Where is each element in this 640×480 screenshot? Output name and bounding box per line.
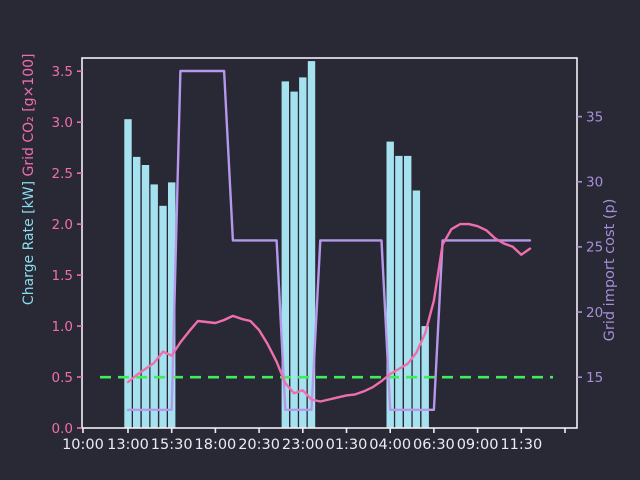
left-tick-label: 1.5 xyxy=(52,268,73,284)
charge-bar xyxy=(386,141,394,428)
x-tick-label: 18:00 xyxy=(195,437,237,453)
left-tick-label: 2.5 xyxy=(52,166,73,182)
x-tick-label: 04:00 xyxy=(369,437,411,453)
charge-bar xyxy=(299,77,307,429)
x-tick-label: 20:30 xyxy=(238,437,280,453)
charge-bar xyxy=(124,119,132,428)
charge-bar xyxy=(395,155,403,428)
x-tick-label: 13:00 xyxy=(107,437,149,453)
import-cost-line xyxy=(126,69,532,411)
left-tick-label: 0.0 xyxy=(52,421,73,437)
left-axis-label-co2: Grid CO₂ [g×100] xyxy=(21,54,37,177)
charge-bar xyxy=(159,205,167,428)
x-tick-label: 01:30 xyxy=(326,437,368,453)
left-tick-label: 1.0 xyxy=(52,319,73,335)
left-axis-label-charge: Charge Rate [kW] xyxy=(21,181,37,305)
left-tick-label: 0.5 xyxy=(52,370,73,386)
x-tick-label: 06:30 xyxy=(413,437,455,453)
co2-line xyxy=(126,222,532,403)
charge-rate-bars xyxy=(124,61,429,429)
left-tick-label: 3.0 xyxy=(52,115,73,131)
x-axis: 10:00 13:00 15:30 18:00 20:30 23:00 01:30 04:00… xyxy=(62,428,566,453)
charge-bar xyxy=(281,81,289,429)
charge-bar xyxy=(141,165,150,428)
y-axis-left: 0.0 0.5 1.0 1.5 2.0 2.5 3.0 3.5 xyxy=(52,64,82,437)
left-tick-label: 2.0 xyxy=(52,217,73,233)
charge-bar xyxy=(290,91,298,428)
charge-bar xyxy=(307,61,316,428)
charge-bar xyxy=(150,184,158,428)
right-tick-label: 35 xyxy=(586,109,603,125)
charge-bar xyxy=(133,156,141,428)
right-tick-label: 20 xyxy=(586,305,603,321)
right-axis-label: Grid import cost (p) xyxy=(602,199,618,342)
x-tick-label: 15:30 xyxy=(151,437,193,453)
x-tick-label: 23:00 xyxy=(282,437,324,453)
y-axis-right: 15 20 25 30 35 xyxy=(577,109,603,386)
charge-bar xyxy=(168,182,176,428)
right-tick-label: 25 xyxy=(586,240,603,256)
charge-bar xyxy=(404,155,412,428)
left-tick-label: 3.5 xyxy=(52,64,73,80)
x-tick-label: 11:30 xyxy=(500,437,542,453)
x-tick-label: 10:00 xyxy=(62,437,104,453)
right-tick-label: 30 xyxy=(586,175,603,191)
x-tick-label: 09:00 xyxy=(457,437,499,453)
charge-bar xyxy=(412,190,421,428)
right-tick-label: 15 xyxy=(586,370,603,386)
plot-border xyxy=(81,57,578,429)
